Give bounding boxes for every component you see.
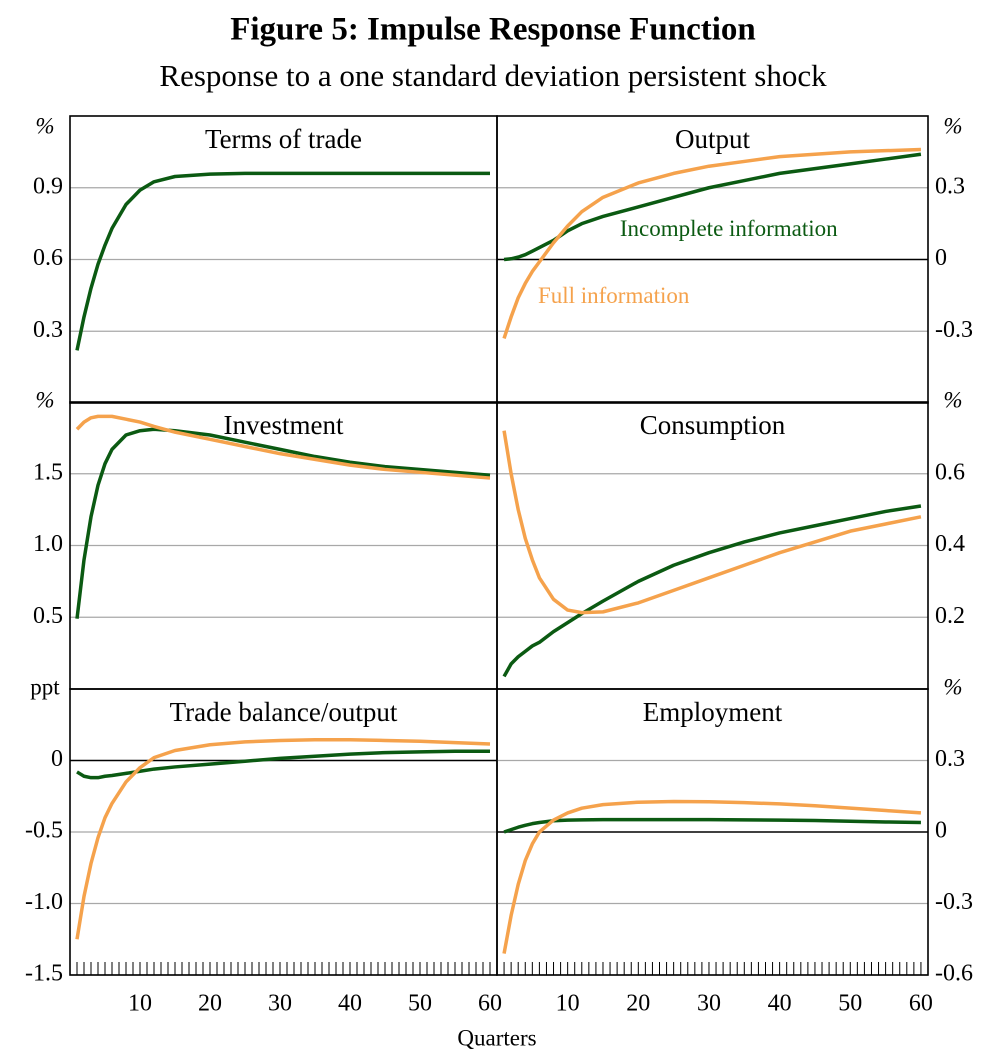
x-tick-label: 20 [198,991,222,1017]
y-unit-label: % [35,113,54,138]
x-tick-label: 20 [626,991,650,1017]
figure-title: Figure 5: Impulse Response Function [230,12,756,48]
series-line [75,738,491,940]
y-tick-label: 0.5 [33,603,63,629]
y-tick-label: -0.5 [25,818,63,844]
x-tick-label: 60 [478,991,502,1017]
y-unit-label: % [35,387,54,412]
series-line [76,749,490,780]
y-tick-label: 0.3 [33,317,63,343]
series-line [75,427,491,619]
series-line [75,171,490,351]
x-tick-label: 10 [556,991,580,1017]
y-tick-label: 0.2 [935,603,965,629]
panel-title: Consumption [640,410,786,440]
y-tick-label: 0.3 [935,746,965,772]
panel-frame [496,688,929,976]
y-unit-label: % [943,674,962,699]
series-line [503,817,921,834]
y-tick-label: 0.3 [935,173,965,199]
y-tick-label: -0.3 [935,317,973,343]
series-line [502,799,922,954]
x-tick-label: 40 [768,991,792,1017]
series-line [503,152,922,262]
y-tick-label: 1.5 [33,459,63,485]
figure-subtitle: Response to a one standard deviation per… [159,58,827,93]
series-line [502,147,921,339]
x-axis-label: Quarters [457,1025,536,1050]
series-line [502,504,922,678]
x-tick-label: 50 [408,991,432,1017]
x-tick-label: 40 [338,991,362,1017]
y-tick-label: -1.5 [25,961,63,987]
y-tick-label: -1.0 [25,889,63,915]
y-tick-label: 0.6 [935,459,965,485]
panel-title: Employment [643,697,783,727]
y-tick-label: 0 [51,746,63,772]
x-tick-label: 60 [909,991,933,1017]
y-unit-label: % [943,387,962,412]
y-tick-label: 0 [935,245,947,271]
panel-title: Trade balance/output [170,697,398,727]
x-tick-label: 30 [697,991,721,1017]
y-unit-label: ppt [30,674,60,699]
x-tick-label: 30 [268,991,292,1017]
y-tick-label: 0.6 [33,245,63,271]
panel-title: Investment [224,410,344,440]
y-tick-label: 0 [935,818,947,844]
legend-label: Full information [538,283,690,308]
series-line [75,414,491,480]
legend-label: Incomplete information [620,216,838,241]
x-tick-label: 50 [838,991,862,1017]
y-tick-label: 0.9 [33,173,63,199]
panel-title: Output [675,124,751,154]
panel-title: Terms of trade [205,124,362,154]
y-unit-label: % [943,113,962,138]
y-tick-label: -0.3 [935,889,973,915]
y-tick-label: 0.4 [935,531,965,557]
panel-frame [496,115,929,404]
y-tick-label: 1.0 [33,531,63,557]
x-tick-label: 10 [128,991,152,1017]
series-line [502,430,922,615]
y-tick-label: -0.6 [935,961,973,987]
